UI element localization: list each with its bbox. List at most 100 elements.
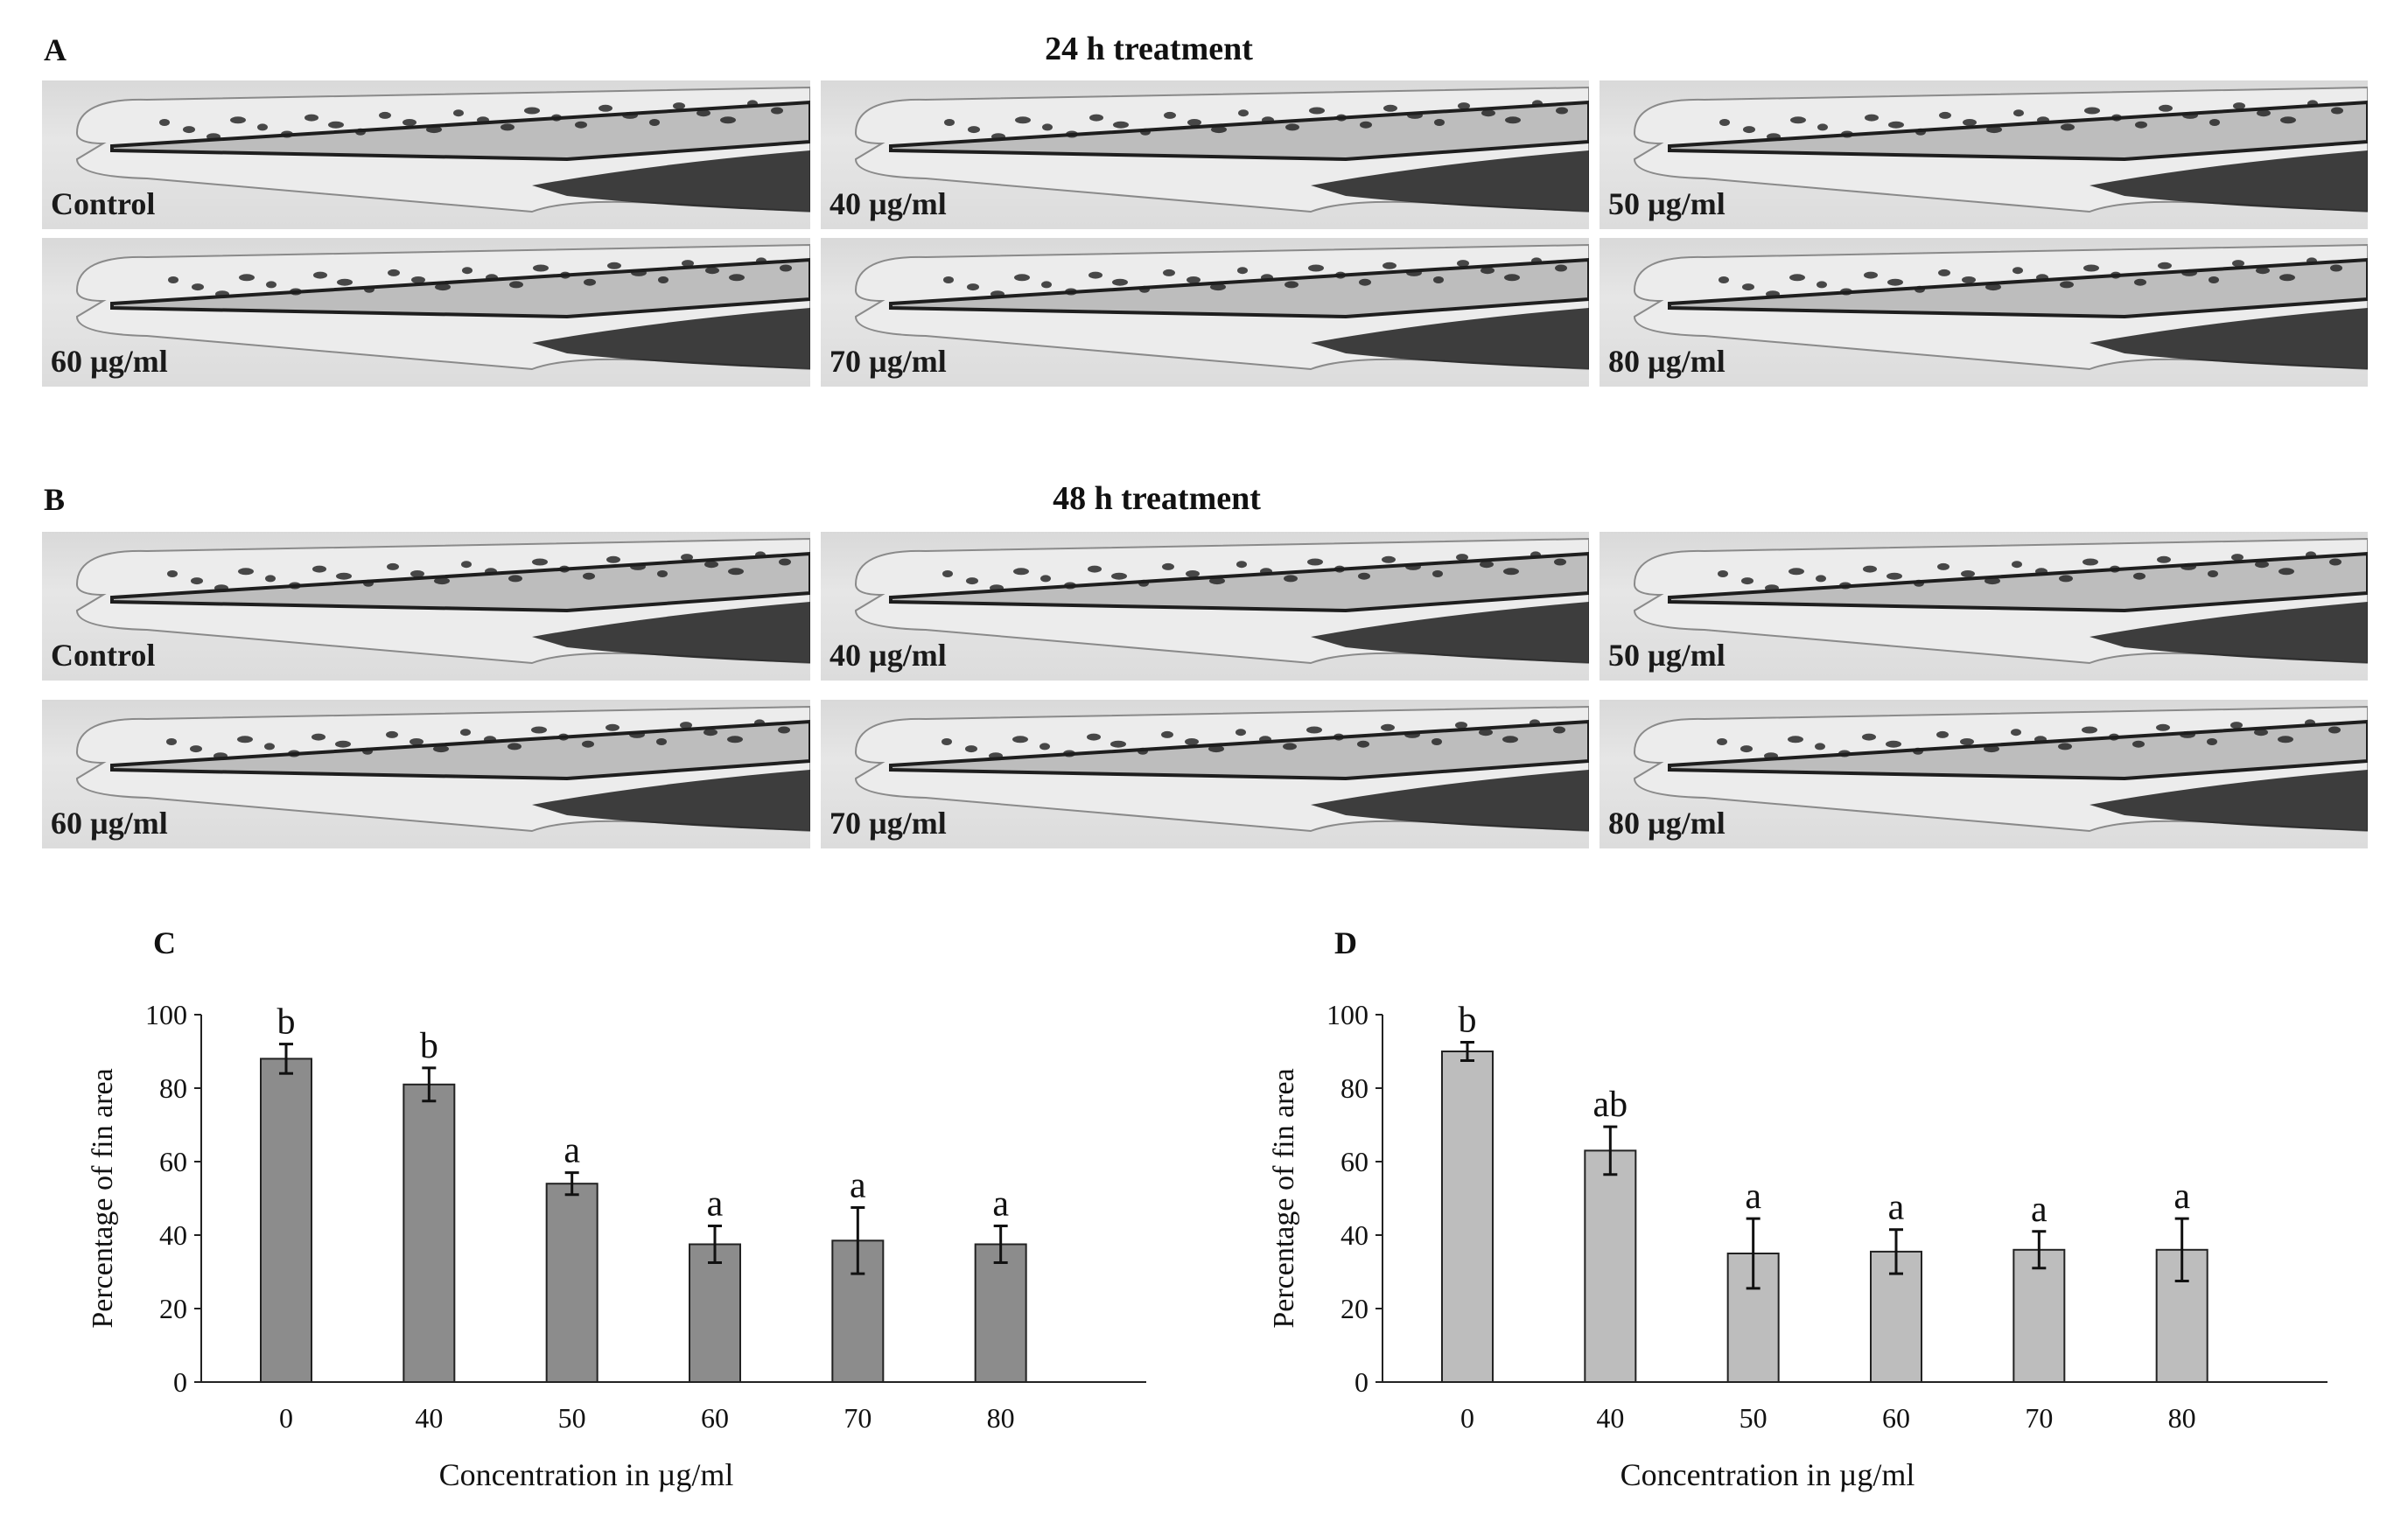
panel-a-letter: A [44,32,66,67]
gut-region [2090,602,2368,663]
pigment-spot [1556,107,1568,115]
pigment-spot [1718,570,1728,577]
panel-letter: C [153,925,176,960]
pigment-spot [1433,276,1444,283]
gut-region [1311,150,1589,212]
pigment-spot [434,577,450,585]
pigment-spot [780,264,792,272]
micro-image-a-control: Control [42,80,810,229]
pigment-spot [1111,572,1127,580]
pigment-spot [1815,743,1825,751]
pigment-spot [1456,554,1468,562]
pigment-spot [239,274,255,282]
pigment-spot [1211,126,1227,134]
pigment-spot [1840,288,1852,296]
pigment-spot [727,736,743,744]
fin-illustration [854,537,1589,665]
y-axis-label: Percentage of fin area [1268,1068,1300,1328]
pigment-spot [1863,565,1877,573]
pigment-spot [1407,111,1423,119]
pigment-spot [386,730,398,738]
pigment-spot [1012,736,1028,744]
pigment-spot [1718,276,1729,283]
micro-label: 80 µg/ml [1608,344,1726,379]
pigment-spot [290,288,302,296]
pigment-spot [779,558,791,566]
pigment-spot [410,738,424,745]
pigment-spot [1040,743,1050,751]
micro-label: 60 µg/ml [51,806,168,841]
pigment-spot [1839,582,1852,590]
pigment-spot [1888,121,1904,129]
pigment-spot [1532,100,1543,108]
fin-illustration [1633,537,2368,665]
pigment-spot [1283,743,1297,751]
significance-label: a [1745,1176,1761,1217]
x-tick-label: 70 [2025,1402,2053,1434]
pigment-spot [2035,568,2048,576]
pigment-spot [1041,281,1052,289]
micro-image-b-50: 50 µg/ml [1600,532,2368,681]
pigment-spot [967,283,979,291]
pigment-spot [524,107,540,115]
pigment-spot [606,555,620,563]
pigment-spot [756,257,766,265]
pigment-spot [2233,102,2245,110]
pigment-spot [2278,736,2293,744]
pigment-spot [289,582,301,590]
pigment-spot [1432,738,1442,745]
pigment-spot [1553,726,1565,734]
pigment-spot [2059,575,2073,583]
fin-illustration [75,243,810,371]
micro-image-b-80: 80 µg/ml [1600,700,2368,848]
pigment-spot [1764,752,1778,760]
micro-image-a-60: 60 µg/ml [42,238,810,387]
significance-label: a [564,1131,580,1171]
pigment-spot [328,121,344,129]
pigment-spot [2279,274,2295,282]
pigment-spot [1066,130,1078,138]
bar [974,1243,1027,1383]
pigment-spot [364,285,374,293]
pigment-spot [1237,267,1248,275]
pigment-spot [1309,107,1325,115]
pigment-spot [1886,740,1901,748]
panel-letter: D [1334,925,1357,960]
pigment-spot [1065,288,1077,296]
pigment-spot [1788,736,1803,744]
pigment-spot [2135,121,2147,129]
pigment-spot [1238,109,1249,117]
pigment-spot [1480,561,1494,569]
pigment-spot [362,747,373,755]
pigment-spot [508,575,522,583]
significance-label: b [420,1026,438,1066]
pigment-spot [1915,128,1926,136]
pigment-spot [1357,740,1369,748]
pigment-spot [990,290,1004,298]
pigment-spot [402,119,416,126]
pigment-spot [1383,104,1397,112]
pigment-spot [168,276,178,283]
x-tick-label: 50 [1740,1402,1768,1434]
pigment-spot [1185,738,1199,745]
pigment-spot [631,269,647,276]
pigment-spot [1984,745,1999,753]
x-tick-label: 70 [844,1402,872,1434]
pigment-spot [649,119,660,126]
pigment-spot [1767,133,1781,141]
pigment-spot [238,568,254,576]
pigment-spot [167,570,178,577]
pigment-spot [1359,278,1371,286]
significance-label: a [850,1166,866,1206]
x-axis-label: Concentration in µg/ml [439,1457,734,1492]
pigment-spot [1406,269,1422,276]
pigment-spot [1089,114,1103,122]
pigment-spot [183,126,195,134]
x-tick-label: 50 [558,1402,586,1434]
pigment-spot [215,290,229,298]
pigment-spot [433,745,449,753]
pigment-spot [1741,577,1754,585]
pigment-spot [304,114,318,122]
pigment-spot [435,283,451,291]
micro-label: 50 µg/ml [1608,186,1726,221]
